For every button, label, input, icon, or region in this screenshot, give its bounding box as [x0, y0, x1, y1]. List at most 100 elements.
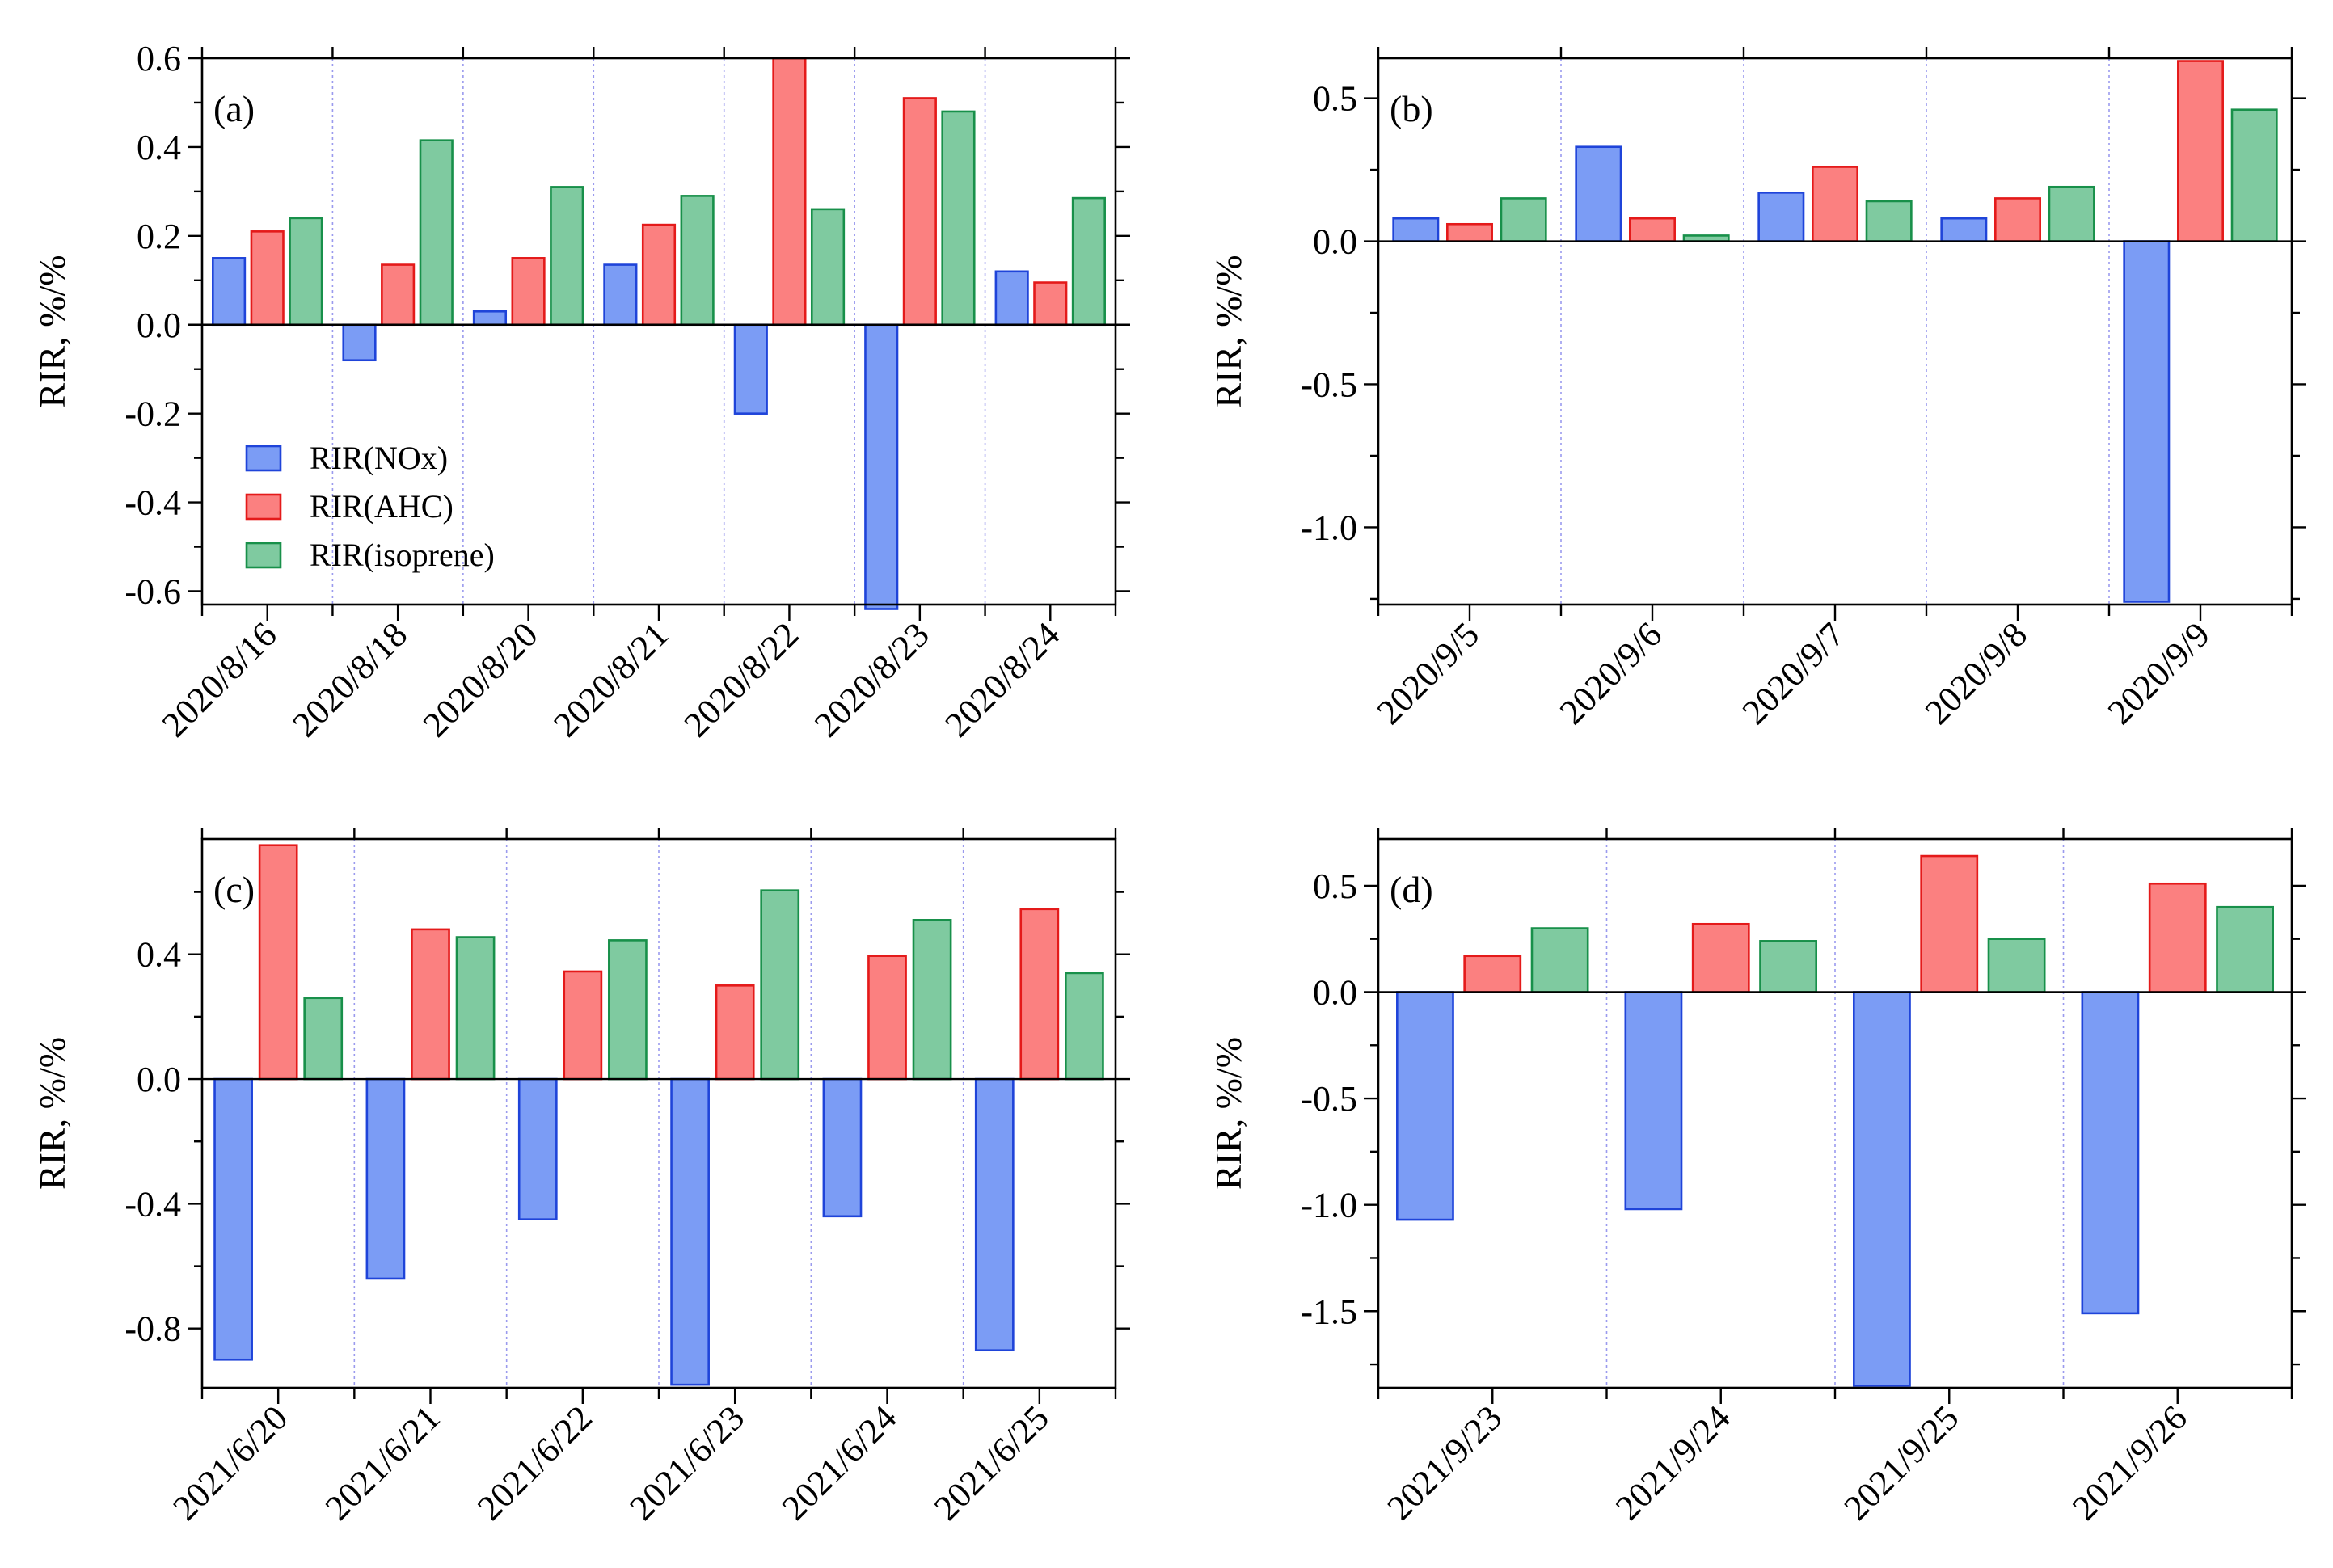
bar-ahc-2021/9/25: [1920, 854, 1979, 993]
x-tick-label-2021/6/23: 2021/6/23: [622, 1397, 752, 1528]
bar-nox-2021/6/25: [974, 1077, 1015, 1352]
bar-nox-2021/9/26: [2081, 991, 2140, 1315]
bar-ahc-2021/6/21: [411, 928, 450, 1081]
bar-nox-2020/9/6: [1575, 145, 1622, 242]
x-tick-label-2021/6/22: 2021/6/22: [470, 1397, 600, 1528]
bar-isoprene-2020/8/20: [550, 186, 584, 327]
bar-isoprene-2021/9/24: [1759, 940, 1817, 993]
panel-label: (c): [213, 869, 255, 910]
bar-nox-2021/6/20: [213, 1077, 253, 1361]
y-tick-label--0.2: -0.2: [124, 394, 181, 434]
bar-nox-2020/8/18: [342, 323, 377, 362]
bar-nox-2020/9/8: [1940, 217, 1988, 242]
bar-ahc-2020/9/5: [1446, 222, 1493, 242]
y-axis-label: RIR, %/%: [1208, 255, 1249, 407]
bar-nox-2020/8/20: [472, 310, 508, 327]
bar-nox-2020/8/21: [603, 263, 638, 327]
bar-nox-2020/8/24: [994, 270, 1029, 327]
y-tick-label--0.4: -0.4: [124, 483, 181, 523]
legend-label-nox: RIR(NOx): [310, 440, 448, 476]
bar-nox-2021/9/25: [1853, 991, 1911, 1387]
bar-isoprene-2020/8/23: [941, 110, 976, 327]
bar-isoprene-2021/6/20: [303, 997, 344, 1081]
bar-isoprene-2020/9/5: [1500, 197, 1547, 242]
bar-ahc-2020/8/20: [511, 257, 546, 327]
x-tick-label-2020/9/9: 2020/9/9: [2100, 614, 2217, 731]
x-tick-label-2020/9/5: 2020/9/5: [1369, 614, 1487, 731]
x-tick-label-2021/6/20: 2021/6/20: [165, 1397, 295, 1528]
bar-ahc-2020/9/7: [1812, 166, 1858, 242]
x-tick-label-2020/8/16: 2020/8/16: [154, 614, 285, 744]
legend-label-ahc: RIR(AHC): [310, 488, 454, 525]
legend-swatch-isoprene: [245, 542, 282, 569]
bar-ahc-2020/8/16: [250, 230, 285, 327]
x-tick-label-2021/6/24: 2021/6/24: [774, 1397, 905, 1528]
x-tick-label-2021/6/25: 2021/6/25: [926, 1397, 1057, 1528]
y-tick-label--0.8: -0.8: [124, 1309, 181, 1349]
bar-ahc-2021/9/23: [1463, 955, 1522, 993]
y-tick-label--1.5: -1.5: [1301, 1292, 1357, 1331]
panel-label: (b): [1390, 88, 1433, 129]
bar-isoprene-2021/9/25: [1987, 938, 2046, 993]
bar-ahc-2020/9/8: [1994, 197, 2041, 242]
panel-label: (a): [213, 88, 255, 129]
y-tick-label-0: 0.0: [1313, 972, 1357, 1012]
bar-ahc-2021/6/25: [1019, 908, 1060, 1081]
bar-nox-2021/9/23: [1396, 991, 1454, 1221]
bar-isoprene-2020/8/21: [680, 195, 715, 327]
x-tick-label-2021/9/23: 2021/9/23: [1379, 1397, 1509, 1528]
bar-ahc-2020/8/21: [641, 223, 677, 327]
y-tick-label--1: -1.0: [1301, 508, 1357, 547]
y-tick-label-0.5: 0.5: [1313, 79, 1357, 119]
y-tick-label-0: 0.0: [137, 306, 181, 345]
bar-isoprene-2020/9/7: [1865, 200, 1913, 242]
bar-isoprene-2020/9/8: [2048, 185, 2095, 242]
bar-isoprene-2021/6/21: [455, 936, 496, 1081]
y-tick-label-0.5: 0.5: [1313, 866, 1357, 906]
y-tick-label--0.5: -0.5: [1301, 1079, 1357, 1119]
bar-isoprene-2020/8/24: [1071, 196, 1106, 327]
bar-nox-2021/6/23: [670, 1077, 710, 1386]
bar-isoprene-2021/9/23: [1530, 927, 1589, 993]
bar-nox-2021/6/22: [517, 1077, 558, 1220]
legend: RIR(NOx) RIR(AHC) RIR(isoprene): [245, 440, 495, 573]
bar-ahc-2020/8/24: [1033, 281, 1068, 327]
bar-isoprene-2020/8/18: [419, 139, 454, 327]
y-tick-label-0.4: 0.4: [137, 935, 181, 975]
y-tick-label-0.2: 0.2: [137, 217, 181, 256]
x-tick-label-2020/9/6: 2020/9/6: [1552, 614, 1669, 731]
x-tick-label-2020/8/24: 2020/8/24: [938, 614, 1068, 744]
bar-isoprene-2020/8/22: [810, 208, 846, 327]
bar-nox-2020/9/7: [1757, 192, 1805, 242]
x-tick-label-2020/8/20: 2020/8/20: [416, 614, 546, 744]
x-tick-label-2020/8/21: 2020/8/21: [546, 614, 676, 744]
x-tick-label-2020/9/7: 2020/9/7: [1735, 614, 1852, 731]
y-axis-label: RIR, %/%: [1208, 1037, 1249, 1190]
bar-isoprene-2020/8/16: [289, 217, 323, 327]
x-tick-label-2020/8/23: 2020/8/23: [807, 614, 937, 744]
bar-isoprene-2021/6/23: [760, 889, 800, 1081]
y-tick-label--0.5: -0.5: [1301, 365, 1357, 404]
bar-ahc-2021/6/22: [563, 970, 603, 1081]
bar-nox-2021/6/24: [822, 1077, 863, 1218]
bar-nox-2021/6/21: [365, 1077, 406, 1280]
bar-isoprene-2021/6/25: [1065, 972, 1104, 1081]
bar-ahc-2021/6/20: [258, 844, 298, 1081]
y-tick-label-0: 0.0: [137, 1060, 181, 1099]
x-tick-label-2021/9/24: 2021/9/24: [1608, 1397, 1738, 1528]
panel-d: -1.5 -1.0 -0.5 0.0 0.5 2021/9/23 2021/9/24 2021…: [1208, 828, 2306, 1528]
legend-label-isoprene: RIR(isoprene): [310, 537, 495, 573]
x-tick-label-2020/8/18: 2020/8/18: [285, 614, 415, 744]
bar-ahc-2021/6/23: [715, 984, 755, 1081]
y-tick-label--0.4: -0.4: [124, 1184, 181, 1224]
legend-swatch-ahc: [245, 493, 282, 521]
bar-isoprene-2021/6/22: [608, 939, 648, 1081]
x-tick-label-2020/9/8: 2020/9/8: [1917, 614, 2035, 731]
bar-ahc-2021/6/24: [867, 955, 907, 1081]
y-tick-label-0.6: 0.6: [137, 39, 181, 78]
bar-ahc-2020/8/22: [772, 57, 807, 327]
y-axis-label: RIR, %/%: [32, 255, 73, 407]
bar-nox-2020/9/5: [1392, 217, 1440, 242]
